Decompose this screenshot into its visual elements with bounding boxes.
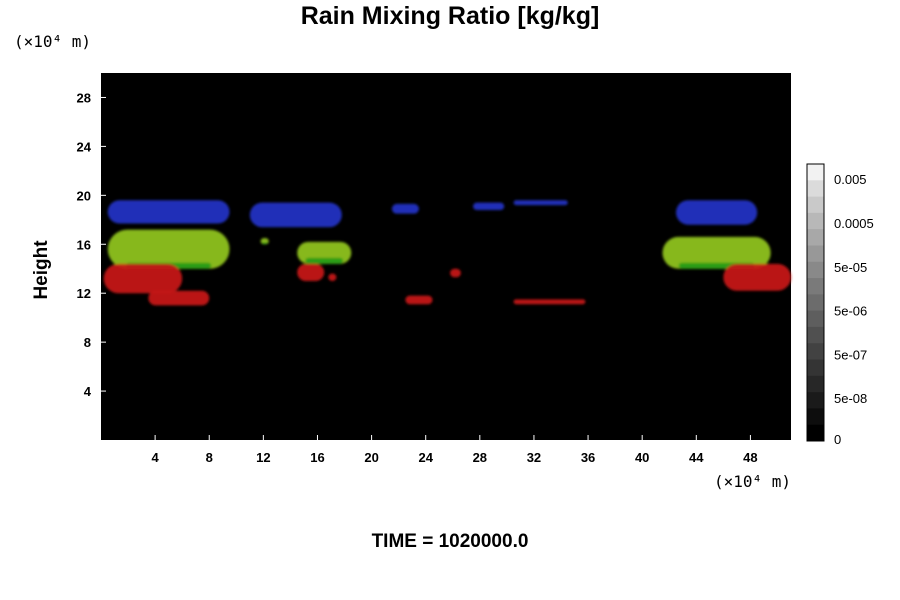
colorbar-label-2: 5e-05 <box>834 260 867 275</box>
time-label: TIME = 1020000.0 <box>371 531 529 552</box>
rain-feature-lower-12 <box>723 263 791 291</box>
colorbar-label-1: 0.0005 <box>834 216 874 231</box>
rain-feature-middle-6 <box>107 229 230 269</box>
x-tick-label-48: 48 <box>743 450 757 465</box>
colorbar-segment-1 <box>807 180 824 198</box>
colorbar-segment-7 <box>807 278 824 295</box>
x-tick-label-12: 12 <box>256 450 270 465</box>
colorbar-segment-9 <box>807 310 824 328</box>
colorbar-segment-14 <box>807 392 824 409</box>
y-tick-label-20: 20 <box>77 188 91 203</box>
colorbar-segment-8 <box>807 294 824 312</box>
colorbar-segment-16 <box>807 424 824 442</box>
x-tick-label-24: 24 <box>418 450 433 465</box>
rain-feature-lower-14 <box>450 268 461 278</box>
colorbar-segment-0 <box>807 164 824 181</box>
chart-title: Rain Mixing Ratio [kg/kg] <box>300 2 600 30</box>
colorbar-label-3: 5e-06 <box>834 304 867 319</box>
x-axis-unit: (×10⁴ m) <box>714 472 792 491</box>
colorbar-border <box>806 163 825 442</box>
colorbar: 0.005 0.0005 5e-05 5e-06 5e-07 5e-08 0 <box>806 163 874 447</box>
y-tick-label-12: 12 <box>77 286 91 301</box>
rain-feature-edge-7 <box>305 257 344 264</box>
rain-feature-lower-17 <box>148 290 210 306</box>
y-tick-label-24: 24 <box>77 139 92 154</box>
x-tick-label-32: 32 <box>527 450 541 465</box>
colorbar-segment-12 <box>807 359 824 377</box>
colorbar-segment-6 <box>807 261 824 279</box>
rain-feature-lower-10 <box>103 263 183 294</box>
rain-feature-upper-4 <box>473 202 505 211</box>
rain-feature-middle-8 <box>662 236 771 269</box>
x-tick-label-28: 28 <box>473 450 487 465</box>
y-tick-label-4: 4 <box>84 384 92 399</box>
rain-feature-lower-15 <box>405 295 433 305</box>
y-tick-label-8: 8 <box>84 335 91 350</box>
colorbar-label-4: 5e-07 <box>834 347 867 362</box>
rain-feature-upper-1 <box>249 202 342 228</box>
colorbar-label-5: 5e-08 <box>834 391 867 406</box>
rain-feature-lower-16 <box>513 299 586 305</box>
colorbar-segment-5 <box>807 245 824 263</box>
colorbar-segment-3 <box>807 212 824 230</box>
x-tick-label-8: 8 <box>206 450 213 465</box>
x-tick-label-36: 36 <box>581 450 595 465</box>
colorbar-segment-10 <box>807 326 824 344</box>
rain-feature-upper-3 <box>391 203 419 214</box>
rain-feature-edge-9 <box>261 242 268 245</box>
rain-feature-upper-5 <box>513 200 568 206</box>
x-tick-label-44: 44 <box>689 450 704 465</box>
x-tick-label-4: 4 <box>152 450 160 465</box>
colorbar-label-0: 0.005 <box>834 172 867 187</box>
x-axis-ticks: 4 8 12 16 20 24 28 32 36 40 44 48 <box>152 435 758 465</box>
colorbar-segment-4 <box>807 229 824 246</box>
rain-feature-upper-0 <box>107 200 230 224</box>
colorbar-segment-2 <box>807 196 824 214</box>
x-tick-label-40: 40 <box>635 450 649 465</box>
y-axis-unit: (×10⁴ m) <box>14 32 92 51</box>
y-axis-ticks: 4 8 12 16 20 24 28 <box>77 90 106 399</box>
colorbar-segment-13 <box>807 375 824 393</box>
y-tick-label-16: 16 <box>77 237 91 252</box>
rain-feature-upper-2 <box>676 200 758 225</box>
rain-features <box>103 200 791 306</box>
y-tick-label-28: 28 <box>77 90 91 105</box>
colorbar-label-6: 0 <box>834 432 841 447</box>
x-tick-label-20: 20 <box>364 450 378 465</box>
colorbar-segment-15 <box>807 408 824 426</box>
rain-feature-lower-11 <box>297 263 325 281</box>
x-tick-label-16: 16 <box>310 450 324 465</box>
colorbar-segment-11 <box>807 343 824 361</box>
rain-feature-lower-13 <box>328 273 337 281</box>
